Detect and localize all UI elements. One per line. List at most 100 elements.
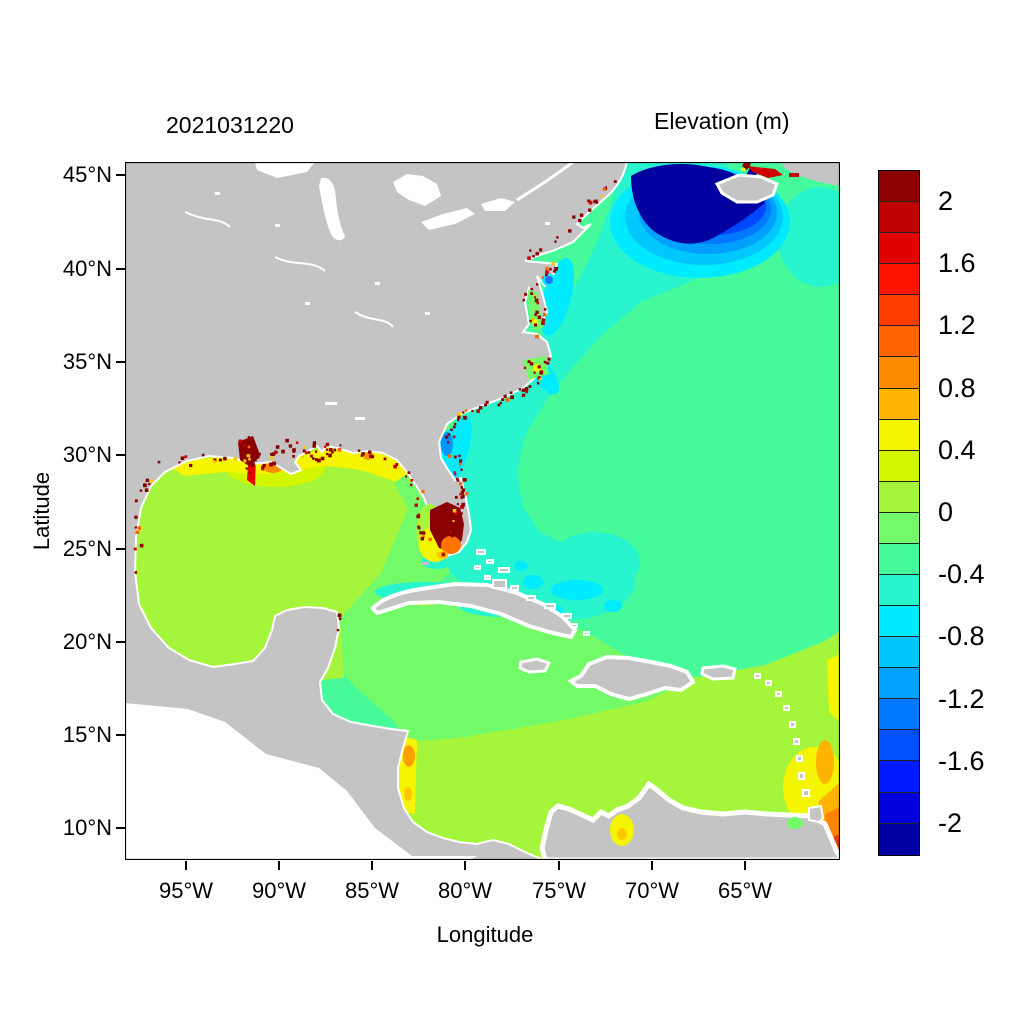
wet-cell-speckle xyxy=(457,415,461,419)
colorbar-segment xyxy=(879,264,919,296)
wet-cell-speckle xyxy=(447,433,451,436)
y-tick-label: 45°N xyxy=(62,162,112,187)
wet-cell-speckle xyxy=(510,395,514,400)
x-tick-mark xyxy=(464,861,466,870)
colorbar-title: Elevation (m) xyxy=(654,108,790,134)
wet-cell-speckle xyxy=(450,508,453,511)
y-tick-label: 40°N xyxy=(62,256,112,281)
wet-cell-speckle xyxy=(143,483,147,488)
wet-cell-speckle xyxy=(578,218,582,223)
colorbar-segment xyxy=(879,699,919,731)
wet-cell-speckle xyxy=(453,425,456,429)
wet-cell-speckle xyxy=(524,387,529,391)
y-tick-mark xyxy=(116,548,125,550)
wet-cell-speckle xyxy=(292,450,296,453)
wet-cell-speckle xyxy=(518,388,521,391)
wet-cell-speckle xyxy=(449,531,452,534)
wet-cell-speckle xyxy=(247,445,251,449)
wet-cell-speckle xyxy=(453,471,456,474)
wet-cell-speckle xyxy=(261,465,264,469)
wet-cell-speckle xyxy=(329,448,333,452)
coastal-speckles xyxy=(133,180,617,632)
wet-cell-speckle xyxy=(460,486,464,489)
colorbar-segment xyxy=(879,233,919,265)
wet-cell-speckle xyxy=(262,463,266,467)
x-tick-mark xyxy=(185,861,187,870)
wet-cell-speckle xyxy=(419,531,423,535)
wet-cell-speckle xyxy=(450,533,454,538)
y-tick-mark xyxy=(116,734,125,736)
wet-cell-speckle xyxy=(414,503,418,507)
wet-cell-speckle xyxy=(497,403,501,407)
wet-cell-speckle xyxy=(532,255,535,258)
colorbar-segment xyxy=(879,481,919,513)
wet-cell-speckle xyxy=(272,461,277,466)
wet-cell-speckle xyxy=(545,270,549,274)
y-tick-label: 25°N xyxy=(62,536,112,561)
wet-cell-speckle xyxy=(535,334,539,339)
wet-cell-speckle xyxy=(528,385,532,388)
wet-cell-speckle xyxy=(407,471,411,474)
wet-cell-speckle xyxy=(145,478,149,482)
wet-cell-speckle xyxy=(533,371,536,374)
y-tick-label: 20°N xyxy=(62,629,112,654)
wet-cell-speckle xyxy=(458,459,463,463)
wet-cell-speckle xyxy=(288,444,293,448)
lesser-antilles-islands xyxy=(754,673,810,797)
wet-cell-speckle xyxy=(312,441,317,445)
wet-cell-speckle xyxy=(446,441,450,444)
wet-cell-speckle xyxy=(600,195,604,198)
wet-cell-speckle xyxy=(450,428,453,432)
wet-cell-speckle xyxy=(525,390,529,394)
colorbar xyxy=(878,170,920,856)
wet-cell-speckle xyxy=(314,450,318,453)
wet-cell-speckle xyxy=(246,454,251,458)
colorbar-segment xyxy=(879,730,919,762)
outside-domain-white xyxy=(125,703,477,860)
wet-cell-speckle xyxy=(503,394,507,398)
wet-cell-speckle xyxy=(133,547,137,551)
wet-cell-speckle xyxy=(410,483,413,487)
wet-cell-speckle xyxy=(522,298,526,302)
wet-cell-speckle xyxy=(326,452,329,456)
nova-scotia-land xyxy=(714,173,779,204)
wet-cell-speckle xyxy=(454,495,458,499)
wet-cell-speckle xyxy=(250,465,253,468)
wet-cell-speckle xyxy=(312,457,315,460)
colorbar-segment xyxy=(879,761,919,793)
wet-cell-speckle xyxy=(535,252,539,256)
wet-cell-speckle xyxy=(579,213,584,217)
wet-cell-speckle xyxy=(465,492,469,496)
wet-cell-speckle xyxy=(613,180,617,183)
wet-cell-speckle xyxy=(178,461,181,464)
wet-cell-speckle xyxy=(453,455,457,459)
wet-cell-speckle xyxy=(463,416,467,420)
nj-cyan xyxy=(539,258,575,336)
colorbar-segment xyxy=(879,512,919,544)
wet-cell-speckle xyxy=(447,530,451,534)
colorbar-tick-label: -1.2 xyxy=(938,683,985,714)
wet-cell-speckle xyxy=(529,319,532,323)
wet-cell-speckle xyxy=(307,451,311,454)
wet-cell-speckle xyxy=(551,261,555,266)
great-lakes xyxy=(255,162,515,241)
jamaica-land xyxy=(518,657,552,674)
wet-cell-speckle xyxy=(541,321,545,325)
colorbar-segment xyxy=(879,295,919,327)
wet-cell-speckle xyxy=(448,519,452,523)
wet-cell-speckle xyxy=(253,457,257,462)
x-tick-mark xyxy=(278,861,280,870)
hispaniola-land xyxy=(567,654,696,702)
colorbar-segment xyxy=(879,419,919,451)
wet-cell-speckle xyxy=(301,455,304,458)
antilles-east-orange xyxy=(816,740,834,784)
wet-cell-speckle xyxy=(534,313,537,316)
wet-cell-speckle xyxy=(536,381,540,385)
wet-cell-speckle xyxy=(452,520,455,523)
wet-cell-speckle xyxy=(371,455,375,459)
wet-cell-speckle xyxy=(485,400,489,404)
wet-cell-speckle xyxy=(189,463,193,468)
wet-cell-speckle xyxy=(137,526,142,530)
wet-cell-speckle xyxy=(527,360,531,364)
wet-cell-speckle xyxy=(447,454,451,458)
